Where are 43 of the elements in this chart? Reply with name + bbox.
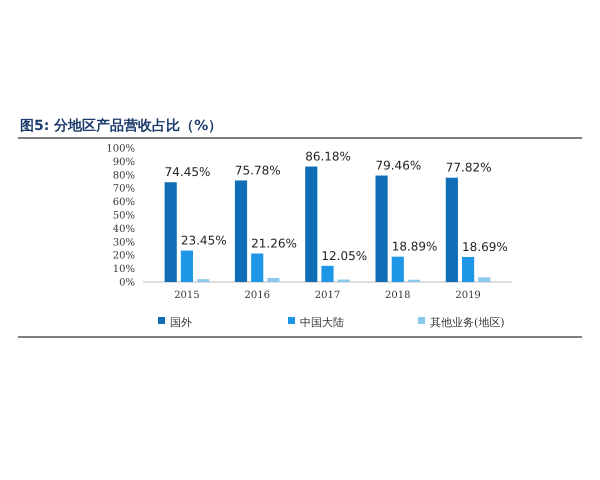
- y-tick-label: 40%: [112, 224, 135, 235]
- data-label: 12.05%: [321, 248, 368, 263]
- y-tick-label: 10%: [112, 264, 135, 276]
- bar: [251, 254, 264, 282]
- bar: [375, 176, 388, 282]
- bar: [234, 180, 248, 282]
- data-label: 77.82%: [446, 160, 492, 175]
- data-label: 75.78%: [234, 163, 281, 178]
- bar: [267, 278, 280, 282]
- x-tick-label: 2017: [314, 290, 340, 301]
- y-tick-label: 0%: [119, 278, 135, 288]
- y-tick-label: 60%: [112, 197, 135, 208]
- data-label: 74.45%: [164, 165, 210, 180]
- data-label: 86.18%: [305, 150, 351, 164]
- y-tick-label: 50%: [112, 210, 135, 222]
- bar: [180, 250, 194, 282]
- legend-label: 国外: [170, 316, 192, 329]
- x-tick-label: 2015: [174, 290, 200, 301]
- y-tick-label: 20%: [112, 250, 135, 262]
- data-label: 79.46%: [375, 158, 422, 173]
- legend-label: 其他业务(地区): [430, 316, 505, 329]
- y-tick-label: 70%: [112, 184, 135, 195]
- y-tick-label: 30%: [112, 237, 135, 248]
- x-tick-label: 2019: [455, 290, 481, 301]
- data-label: 23.45%: [180, 234, 227, 248]
- data-label: 18.89%: [392, 240, 438, 254]
- data-label: 18.69%: [462, 240, 508, 254]
- bar: [305, 166, 318, 282]
- bar: [164, 182, 177, 282]
- bar: [392, 256, 404, 282]
- legend-label: 中国大陆: [300, 316, 344, 329]
- bar: [197, 279, 210, 282]
- y-tick-label: 100%: [106, 144, 135, 154]
- bar: [321, 266, 334, 282]
- y-tick-label: 80%: [112, 170, 135, 182]
- bar: [478, 277, 490, 282]
- bar: [462, 256, 474, 282]
- x-tick-label: 2018: [385, 290, 411, 301]
- chart-title: 图5: 分地区产品营收占比（%）: [20, 117, 222, 134]
- x-tick-label: 2016: [244, 290, 270, 301]
- bar: [446, 178, 458, 282]
- y-tick-label: 90%: [112, 156, 135, 168]
- data-label: 21.26%: [251, 236, 297, 251]
